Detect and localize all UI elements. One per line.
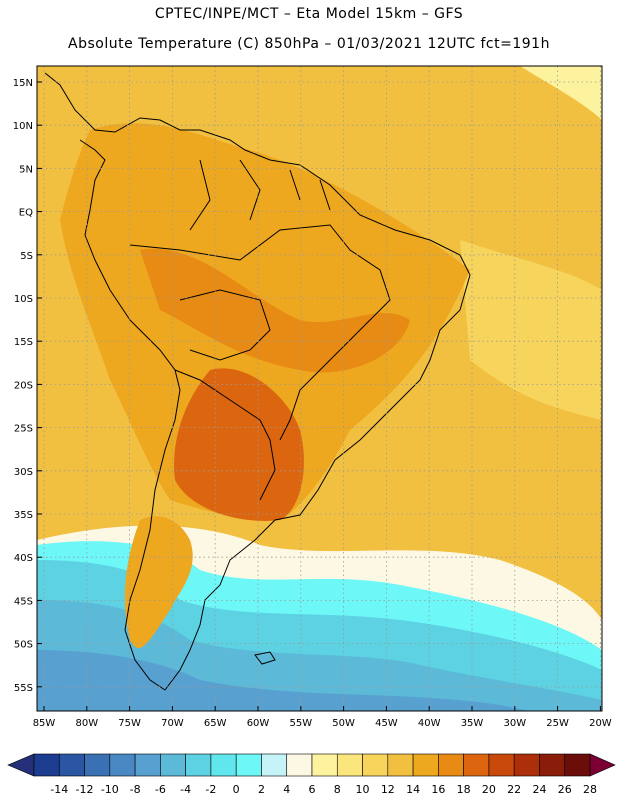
field-atlantic-band	[460, 240, 602, 420]
colorbar-label: 18	[457, 783, 471, 796]
colorbar-over-arrow	[589, 753, 616, 777]
border-brazil	[129, 224, 391, 441]
colorbar-swatch	[564, 753, 591, 777]
lon-tick-label: 55W	[289, 718, 312, 729]
lon-tick-label: 85W	[33, 718, 56, 729]
coastline-layer	[44, 72, 471, 691]
lat-tick-label: 45S	[14, 596, 33, 607]
colorbar-label: -14	[50, 783, 68, 796]
colorbar-label: 28	[583, 783, 597, 796]
colorbar-swatch	[58, 753, 85, 777]
lon-tick-label: 80W	[75, 718, 98, 729]
colorbar-swatch	[210, 753, 237, 777]
colorbar-swatch	[362, 753, 389, 777]
colorbar-label: -2	[205, 783, 216, 796]
border-bolivia	[179, 289, 271, 361]
coastline-falklands	[254, 651, 276, 665]
lon-tick-label: 40W	[418, 718, 441, 729]
lat-tick-label: 15N	[13, 78, 33, 89]
chart-subtitle: Absolute Temperature (C) 850hPa – 01/03/…	[68, 36, 550, 52]
colorbar: -14 -12 -10 -8 -6 -4 -2 0 2 4 6 8 10 12 14 16 18 20 22 24 26…	[7, 753, 616, 796]
colorbar-swatch	[286, 753, 313, 777]
colorbar-label: 14	[406, 783, 420, 796]
border-misc	[189, 159, 331, 231]
colorbar-label: -4	[180, 783, 191, 796]
colorbar-under-arrow	[7, 753, 35, 777]
lat-tick-label: 40S	[14, 553, 33, 564]
colorbar-swatch	[463, 753, 490, 777]
lon-tick-label: 45W	[375, 718, 398, 729]
lat-tick-label: 50S	[14, 640, 33, 651]
colorbar-label: 12	[381, 783, 395, 796]
field-warm-patch-1	[140, 248, 410, 373]
colorbar-label: 20	[482, 783, 496, 796]
colorbar-swatch	[412, 753, 439, 777]
colorbar-label: 22	[507, 783, 521, 796]
lat-tick-label: 55S	[14, 683, 33, 694]
colorbar-swatch	[513, 753, 540, 777]
colorbar-label: 24	[532, 783, 546, 796]
lat-tick-label: EQ	[19, 208, 33, 219]
lon-tick-label: 35W	[461, 718, 484, 729]
lon-tick-label: 70W	[161, 718, 184, 729]
coastline-south-america	[44, 72, 471, 691]
colorbar-swatch	[488, 753, 515, 777]
colorbar-label: 8	[334, 783, 341, 796]
colorbar-swatch	[235, 753, 262, 777]
colorbar-swatch	[160, 753, 186, 777]
lat-tick-label: 5N	[19, 164, 33, 175]
colorbar-label: 0	[233, 783, 240, 796]
colorbar-swatch	[33, 753, 60, 777]
border-andes	[174, 369, 276, 501]
field-ne-pale	[520, 66, 602, 120]
map-frame	[36, 65, 603, 712]
lat-tick-label: 25S	[14, 424, 33, 435]
colorbar-swatch	[134, 753, 161, 777]
field-north-band	[37, 66, 602, 180]
colorbar-swatch	[109, 753, 136, 777]
lon-tick-label: 50W	[332, 718, 355, 729]
colorbar-swatch	[387, 753, 414, 777]
colorbar-swatch	[261, 753, 288, 777]
temperature-field	[37, 66, 602, 711]
colorbar-swatch	[84, 753, 111, 777]
lon-tick-label: 25W	[546, 718, 569, 729]
lon-tick-label: 30W	[503, 718, 526, 729]
colorbar-label: -10	[101, 783, 119, 796]
latitude-axis: 15N 10N 5N EQ 5S 10S 15S 20S 25S 30S 35S 40S 45S 50S 5…	[13, 78, 42, 694]
lon-tick-label: 60W	[247, 718, 270, 729]
colorbar-label: -12	[76, 783, 94, 796]
lat-tick-label: 20S	[14, 380, 33, 391]
chart-title: CPTEC/INPE/MCT – Eta Model 15km – GFS	[154, 6, 464, 22]
lat-tick-label: 5S	[20, 251, 33, 262]
colorbar-label: 2	[258, 783, 265, 796]
field-cold-band-5	[37, 650, 530, 711]
colorbar-label: 26	[558, 783, 572, 796]
lat-tick-label: 10N	[13, 121, 33, 132]
colorbar-swatch	[438, 753, 464, 777]
colorbar-swatch	[311, 753, 338, 777]
field-patagonia-land	[124, 516, 193, 649]
lon-tick-label: 75W	[118, 718, 141, 729]
lon-tick-label: 65W	[204, 718, 227, 729]
colorbar-label: 16	[431, 783, 445, 796]
lat-tick-label: 15S	[14, 337, 33, 348]
lon-tick-label: 20W	[589, 718, 612, 729]
lat-tick-label: 10S	[14, 294, 33, 305]
colorbar-swatch	[336, 753, 363, 777]
colorbar-label: -6	[155, 783, 166, 796]
colorbar-label: -8	[130, 783, 141, 796]
colorbar-swatch	[539, 753, 566, 777]
longitude-axis: 85W 80W 75W 70W 65W 60W 55W 50W 45W 40W 35W 30W 25W 2…	[33, 706, 612, 729]
lat-tick-label: 30S	[14, 467, 33, 478]
field-hot-core	[174, 368, 304, 521]
colorbar-label: 6	[309, 783, 316, 796]
lat-tick-label: 35S	[14, 510, 33, 521]
colorbar-label: 10	[356, 783, 370, 796]
colorbar-swatch	[185, 753, 212, 777]
colorbar-label: 4	[283, 783, 290, 796]
